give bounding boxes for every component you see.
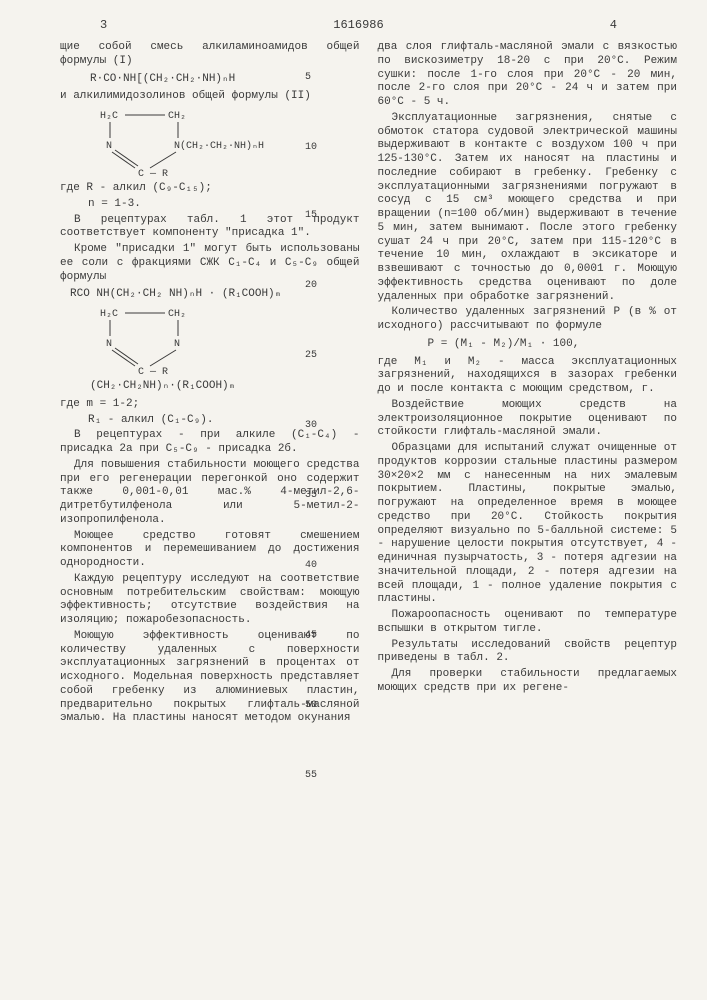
chem-structure-2: H₂C CH₂ N N C — R bbox=[100, 306, 360, 376]
line-num: 40 bbox=[305, 560, 317, 573]
line-num: 20 bbox=[305, 280, 317, 293]
line-num: 55 bbox=[305, 770, 317, 783]
para: где m = 1-2; bbox=[60, 398, 360, 412]
formula-P: P = (M₁ - M₂)/M₁ · 100, bbox=[428, 338, 678, 352]
para: Результаты исследований свойств рецептур… bbox=[378, 639, 678, 667]
line-num: 25 bbox=[305, 350, 317, 363]
svg-text:N(CH₂·CH₂·NH)ₙH: N(CH₂·CH₂·NH)ₙH bbox=[174, 140, 264, 152]
para: где M₁ и M₂ - масса эксплуатационных заг… bbox=[378, 356, 678, 397]
para: где R - алкил (C₉-C₁₅); bbox=[60, 182, 360, 196]
imidazoline-ring-icon: H₂C CH₂ N N C — R bbox=[100, 306, 260, 376]
para: два слоя глифталь-масляной эмали с вязко… bbox=[378, 41, 678, 110]
line-num: 35 bbox=[305, 490, 317, 503]
para: и алкилимидозолинов общей формулы (II) bbox=[60, 90, 360, 104]
para: щие собой смесь алкиламиноамидов общей ф… bbox=[60, 41, 360, 69]
svg-text:N: N bbox=[174, 339, 180, 350]
line-num: 50 bbox=[305, 700, 317, 713]
para: Кроме "присадки 1" могут быть использова… bbox=[60, 243, 360, 284]
svg-text:H₂C: H₂C bbox=[100, 111, 118, 122]
para: Воздействие моющих средств на электроизо… bbox=[378, 399, 678, 440]
line-num: 15 bbox=[305, 210, 317, 223]
svg-text:CH₂: CH₂ bbox=[168, 111, 186, 122]
svg-text:N: N bbox=[106, 339, 112, 350]
svg-text:C — R: C — R bbox=[138, 367, 168, 376]
para: В рецептурах - при алкиле (C₁-C₄) - прис… bbox=[60, 429, 360, 457]
svg-text:C — R: C — R bbox=[138, 169, 168, 178]
column-right: два слоя глифталь-масляной эмали с вязко… bbox=[378, 41, 678, 728]
chem-structure-1: H₂C CH₂ N N(CH₂·CH₂·NH)ₙH C — R bbox=[100, 108, 360, 178]
doc-number: 1616986 bbox=[333, 18, 383, 33]
formula-1: R·CO·NH[(CH₂·CH₂·NH)ₙH bbox=[90, 73, 360, 87]
para: Образцами для испытаний служат очищенные… bbox=[378, 442, 678, 607]
svg-text:CH₂: CH₂ bbox=[168, 309, 186, 320]
formula-3: (CH₂·CH₂NH)ₙ·(R₁COOH)ₘ bbox=[90, 380, 360, 394]
para: Для проверки стабильности предлагаемых м… bbox=[378, 668, 678, 696]
para: Количество удаленных загрязнений P (в % … bbox=[378, 306, 678, 334]
para: Пожароопасность оценивают по температуре… bbox=[378, 609, 678, 637]
two-column-layout: щие собой смесь алкиламиноамидов общей ф… bbox=[60, 41, 677, 728]
svg-text:N: N bbox=[106, 141, 112, 152]
para: Каждую рецептуру исследуют на соответств… bbox=[60, 573, 360, 628]
svg-text:H₂C: H₂C bbox=[100, 309, 118, 320]
line-num: 45 bbox=[305, 630, 317, 643]
line-num: 30 bbox=[305, 420, 317, 433]
line-num: 5 bbox=[305, 72, 311, 85]
patent-page: 3 1616986 4 щие собой смесь алкиламиноам… bbox=[0, 0, 707, 1000]
para: Эксплуатационные загрязнения, снятые с о… bbox=[378, 112, 678, 305]
imidazoline-ring-icon: H₂C CH₂ N N(CH₂·CH₂·NH)ₙH C — R bbox=[100, 108, 280, 178]
page-num-right: 4 bbox=[610, 18, 617, 33]
page-num-left: 3 bbox=[100, 18, 107, 33]
page-numbers-row: 3 1616986 4 bbox=[100, 18, 617, 33]
line-num: 10 bbox=[305, 142, 317, 155]
